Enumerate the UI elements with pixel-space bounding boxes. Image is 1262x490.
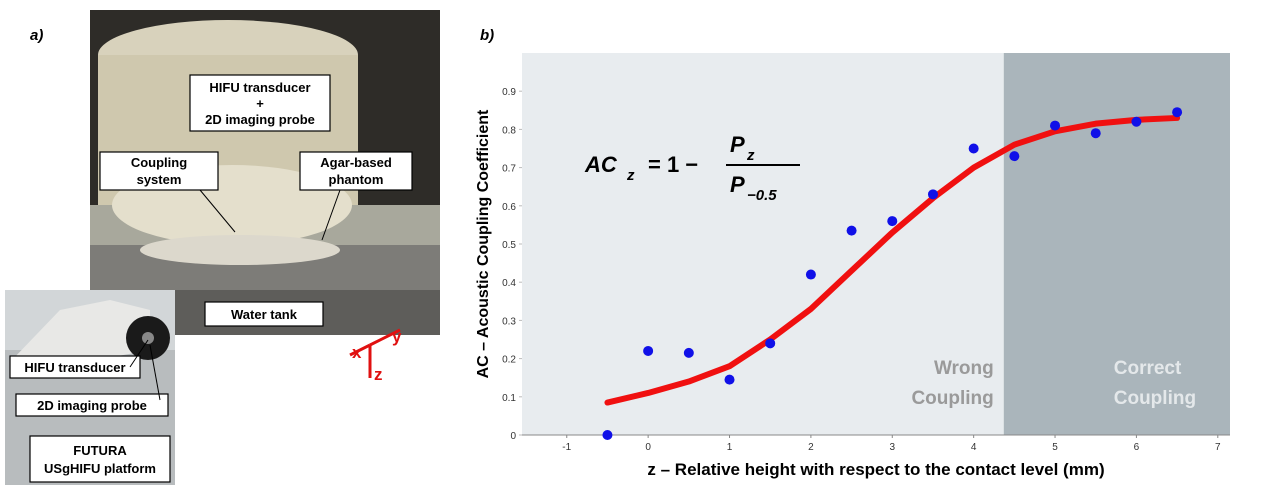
y-tick-label: 0 xyxy=(510,431,516,442)
data-point xyxy=(724,374,735,385)
y-tick-label: 0.9 xyxy=(502,87,516,98)
data-point xyxy=(1131,116,1142,127)
data-point xyxy=(765,338,776,349)
y-tick-label: 0.6 xyxy=(502,202,516,213)
box-text: FUTURA xyxy=(73,443,127,458)
x-axis-label: z – Relative height with respect to the … xyxy=(647,460,1104,479)
x-tick-label: 5 xyxy=(1052,442,1058,453)
data-point xyxy=(1050,120,1061,131)
panel-label: b) xyxy=(480,27,494,44)
axis-letter: x xyxy=(352,343,362,362)
axis-letter: z xyxy=(374,365,383,384)
region xyxy=(1003,53,1230,435)
equation-part: P xyxy=(730,132,745,157)
label-boxes xyxy=(9,74,413,483)
box-text: Agar-based xyxy=(320,155,392,170)
x-tick-label: 2 xyxy=(808,442,814,453)
data-point xyxy=(927,189,938,200)
y-tick-label: 0.3 xyxy=(502,316,516,327)
data-point xyxy=(887,216,898,227)
y-tick-label: 0.8 xyxy=(502,125,516,136)
photo-axes xyxy=(349,328,401,378)
y-tick-label: 0.5 xyxy=(502,240,516,251)
pointers xyxy=(129,189,341,401)
y-axis-label: AC – Acoustic Coupling Coefficient xyxy=(475,109,492,378)
box-text: USgHIFU platform xyxy=(44,461,156,476)
chart: Wrong Coupling Correct Coupling 0 0.1 0.2 0.3 0.… xyxy=(475,53,1230,479)
box-text: phantom xyxy=(329,172,384,187)
x-tick-label: -1 xyxy=(562,442,571,453)
box-text: HIFU transducer xyxy=(209,80,310,95)
box-text: 2D imaging probe xyxy=(205,112,315,127)
x-tick-label: 4 xyxy=(971,442,977,453)
x-tick-label: 3 xyxy=(889,442,895,453)
data-point xyxy=(805,269,816,280)
equation-part: P xyxy=(730,172,745,197)
y-tick-label: 0.7 xyxy=(502,164,516,175)
x-tick-label: 7 xyxy=(1215,442,1221,453)
equation-part: = 1 − xyxy=(648,152,698,177)
region xyxy=(522,53,1004,435)
data-point xyxy=(1090,128,1101,139)
box-text: HIFU transducer xyxy=(24,360,125,375)
axis-letter: y xyxy=(392,327,402,346)
y-tick-label: 0.2 xyxy=(502,355,516,366)
panel-label: a) xyxy=(30,27,43,44)
box-text: + xyxy=(256,96,264,111)
equation-part: z xyxy=(746,147,755,164)
box-text: Water tank xyxy=(231,307,298,322)
box-text: system xyxy=(137,172,182,187)
x-tick-label: 1 xyxy=(727,442,733,453)
equation-part: z xyxy=(626,167,635,184)
region-label: Correct xyxy=(1114,358,1182,379)
region-label: Coupling xyxy=(1114,388,1196,409)
data-point xyxy=(602,430,613,440)
x-tick-label: 0 xyxy=(645,442,651,453)
box-text: 2D imaging probe xyxy=(37,398,147,413)
equation-part: −0.5 xyxy=(747,187,777,204)
fit-curve xyxy=(604,114,1181,406)
region-label: Wrong xyxy=(934,358,994,379)
y-tick-label: 0.1 xyxy=(502,393,516,404)
equation-part: AC xyxy=(584,152,618,177)
data-point xyxy=(643,345,654,356)
data-point xyxy=(846,225,857,236)
region-label: Coupling xyxy=(911,388,993,409)
data-point xyxy=(1009,151,1020,162)
x-tick-label: 6 xyxy=(1134,442,1140,453)
box-text: Coupling xyxy=(131,155,187,170)
data-point xyxy=(968,143,979,154)
y-tick-label: 0.4 xyxy=(502,278,516,289)
data-point xyxy=(1172,107,1183,118)
data-point xyxy=(683,347,694,358)
